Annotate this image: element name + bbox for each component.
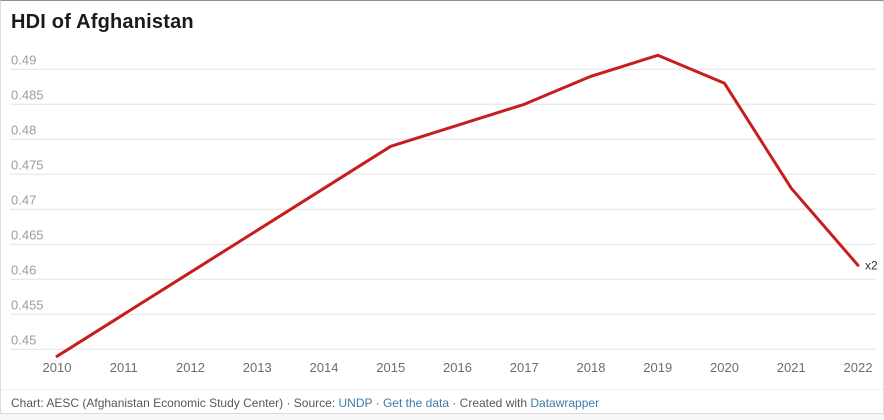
y-tick-label: 0.49: [11, 52, 36, 67]
y-tick-label: 0.46: [11, 262, 36, 277]
y-tick-label: 0.475: [11, 157, 44, 172]
x-tick-label: 2022: [844, 360, 873, 375]
footer-separator-1: ·: [372, 396, 383, 410]
y-tick-label: 0.48: [11, 122, 36, 137]
chart-footer: Chart: AESC (Afghanistan Economic Study …: [1, 389, 883, 413]
footer-link-undp[interactable]: UNDP: [338, 396, 373, 410]
x-tick-label: 2021: [777, 360, 806, 375]
series-label: x2: [865, 258, 878, 272]
x-tick-label: 2020: [710, 360, 739, 375]
x-tick-label: 2019: [643, 360, 672, 375]
y-tick-label: 0.465: [11, 227, 44, 242]
y-tick-label: 0.455: [11, 297, 44, 312]
x-tick-label: 2013: [243, 360, 272, 375]
y-tick-label: 0.485: [11, 87, 44, 102]
y-tick-label: 0.47: [11, 192, 36, 207]
x-tick-label: 2017: [510, 360, 539, 375]
footer-link-get-the-data[interactable]: Get the data: [382, 396, 449, 410]
x-tick-label: 2011: [110, 360, 138, 375]
hdi-line-series: [55, 53, 860, 358]
hdi-line-chart: 0.45 0.455 0.46 0.465 0.47 0.475 0.48 0.485 0.49…: [10, 52, 878, 375]
x-tick-label: 2014: [310, 360, 339, 375]
footer-link-datawrapper[interactable]: Datawrapper: [530, 396, 600, 410]
x-tick-label: 2016: [443, 360, 472, 375]
x-tick-label: 2015: [376, 360, 405, 375]
footer-created-with-text: · Created with: [449, 396, 531, 410]
y-tick-label: 0.45: [11, 332, 36, 347]
chart-title: HDI of Afghanistan: [11, 11, 194, 33]
x-tick-label: 2018: [577, 360, 606, 375]
footer-credit-text: Chart: AESC (Afghanistan Economic Study …: [11, 396, 339, 410]
x-tick-label: 2010: [43, 360, 72, 375]
x-tick-label: 2012: [176, 360, 205, 375]
